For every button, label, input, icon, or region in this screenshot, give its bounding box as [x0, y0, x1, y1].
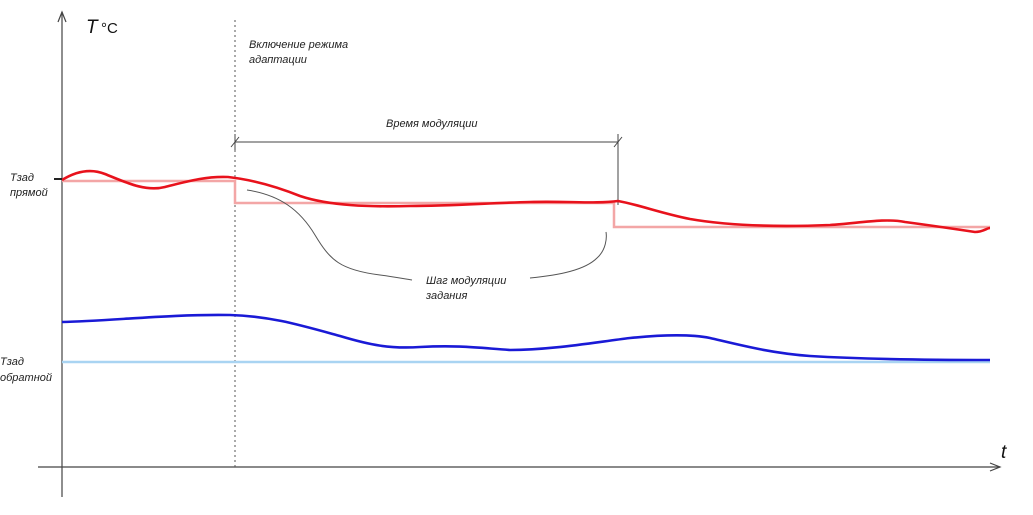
y-axis-label: T: [86, 17, 99, 38]
modulation-time-slash-left: [230, 136, 240, 148]
y-axis-unit: °C: [101, 20, 118, 37]
modulation-step-callout-left: [246, 189, 413, 281]
return-setpoint-label-line2: обратной: [0, 372, 52, 384]
x-axis-arrow: [989, 462, 1002, 472]
modulation-time-slash-right: [613, 136, 623, 148]
supply-setpoint-label-line1: Тзад: [10, 172, 34, 184]
y-axis-arrow: [57, 10, 67, 23]
modulation-step-callout-right: [529, 231, 607, 279]
adaptation-label-line1: Включение режима: [249, 39, 348, 51]
modulation-time-label: Время модуляции: [386, 118, 478, 130]
modulation-step-label-line2: задания: [425, 290, 467, 302]
modulation-step-label-line1: Шаг модуляции: [426, 275, 506, 287]
return-setpoint-label-line1: Тзад: [0, 356, 24, 368]
adaptation-label-line2: адаптации: [249, 54, 307, 66]
supply-setpoint-line: [62, 179, 990, 229]
supply-setpoint-label-line2: прямой: [10, 187, 48, 199]
return-temperature-curve: [61, 313, 991, 362]
x-axis-label: t: [1001, 442, 1007, 463]
supply-temperature-curve: [61, 169, 991, 234]
